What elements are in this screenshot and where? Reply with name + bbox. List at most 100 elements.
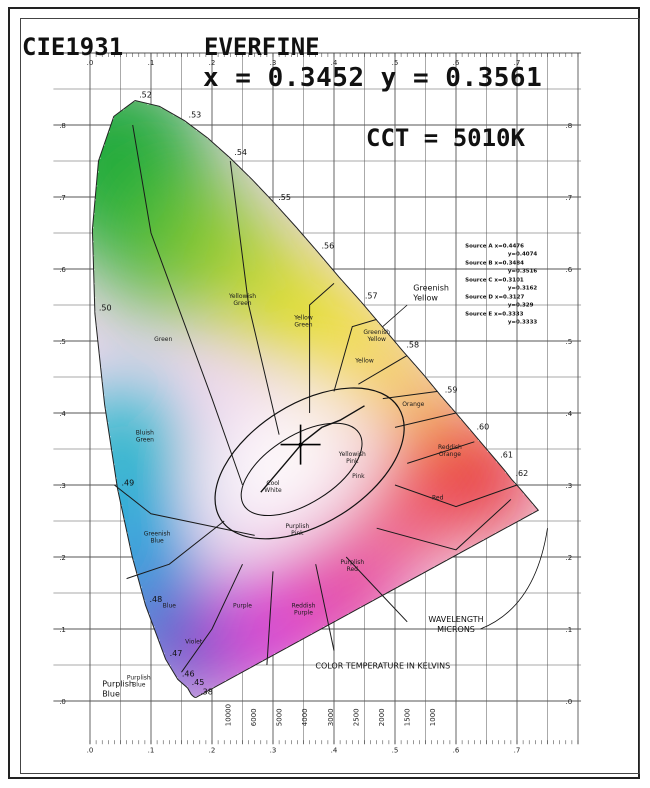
region-label: Orange	[402, 401, 424, 408]
x-tick-label: .6	[453, 747, 460, 755]
source-entry: y=0.3162	[508, 285, 538, 291]
region-boundary	[126, 520, 225, 580]
measured-point-dot	[298, 442, 303, 447]
chart-inner-border	[20, 18, 640, 774]
measured-point	[280, 424, 321, 465]
region-label: Yellow Green	[293, 314, 313, 328]
cct-readout: CCT = 5010K	[366, 124, 525, 152]
wavelength-label: .53	[189, 111, 202, 120]
locus-outline	[91, 99, 540, 698]
wavelength-labels: .52 .53 .54 .55 .56 .57 .58 .59 .60 .61.62 .50 .49.…	[99, 91, 528, 697]
white-region-outer	[214, 387, 405, 540]
annotation-wavelength: WAVELENGTH MICRONS	[428, 615, 483, 634]
region-label: Yellowish Green	[228, 293, 256, 307]
source-entry: Source E x=0.3333	[465, 311, 523, 317]
x-tick-label-top: .0	[87, 59, 94, 67]
wavelength-label: .55	[278, 193, 291, 202]
region-boundary	[407, 441, 475, 464]
source-entry: y=0.3333	[508, 319, 538, 325]
x-tick-label-top: .7	[514, 59, 521, 67]
wavelength-label: .56	[322, 242, 335, 251]
region-boundary	[394, 412, 457, 428]
region-label: Pink	[352, 473, 365, 480]
x-tick-label: .2	[209, 747, 216, 755]
cct-scale-label: 1000	[429, 708, 437, 726]
wavelength-label: .59	[445, 386, 458, 395]
x-tick-label-top: .5	[392, 59, 399, 67]
y-tick-label-right: .7	[566, 194, 573, 202]
x-tick-label: .3	[270, 747, 277, 755]
y-tick-label: .0	[59, 698, 66, 706]
y-tick-label: .6	[59, 266, 66, 274]
region-boundary	[394, 484, 518, 508]
wavelength-label: .47	[170, 649, 183, 658]
xy-readout: x = 0.3452 y = 0.3561	[203, 63, 543, 93]
planckian-locus	[260, 405, 365, 493]
region-boundary	[382, 390, 438, 400]
region-label: Greenish Yellow	[363, 329, 390, 343]
region-label: Cool White	[264, 480, 282, 494]
region-boundary	[315, 564, 335, 651]
wavelength-label: .49	[121, 479, 134, 488]
brand-label: EVERFINE	[204, 33, 320, 61]
region-label: Bluish Green	[136, 430, 154, 444]
annotation-greenish-yellow: Greenish Yellow	[412, 284, 449, 303]
region-boundary	[181, 563, 243, 673]
wavelength-label: .62	[516, 469, 529, 478]
annotation-arrow	[382, 304, 408, 327]
y-tick-label-right: .2	[566, 554, 573, 562]
x-tick-label-top: .1	[148, 59, 155, 67]
wavelength-label: .46	[182, 669, 195, 678]
y-tick-label: .3	[59, 482, 66, 490]
region-label: Blue	[163, 602, 177, 609]
source-entry: Source C x=0.3101	[465, 277, 524, 283]
region-label: Purplish Pink	[285, 523, 309, 537]
annotation-arrow	[480, 528, 548, 630]
wavelength-label: .58	[406, 340, 419, 349]
cct-scale-label: 2500	[352, 708, 360, 726]
y-tick-label: .4	[59, 410, 66, 418]
region-boundary	[376, 499, 512, 551]
fill-blob	[360, 349, 430, 420]
y-tick-label-right: .5	[566, 338, 573, 346]
annotations: Greenish Yellow Purplish Blue WAVELENGTH MICR…	[102, 243, 548, 726]
region-boundary	[333, 318, 377, 392]
source-entry: Source A x=0.4476	[465, 243, 524, 249]
x-tick-label: .0	[87, 747, 94, 755]
y-tick-label: .1	[59, 626, 66, 634]
cct-scale-label: 1500	[404, 708, 412, 726]
x-tick-label: .1	[148, 747, 155, 755]
y-tick-label-right: .0	[566, 698, 573, 706]
chart-title: CIE1931	[22, 33, 124, 61]
region-label: Red	[432, 494, 444, 501]
source-entry: Source D x=0.3127	[465, 294, 524, 300]
region-label: Reddish Orange	[438, 444, 462, 458]
source-entry: y=0.3516	[508, 268, 538, 274]
cct-scale-label: 2000	[378, 708, 386, 726]
region-boundary	[266, 571, 274, 666]
region-label: Purplish Blue	[127, 674, 151, 688]
cct-scale-label: 5000	[276, 708, 284, 726]
source-entry: y=0.329	[508, 302, 534, 308]
y-tick-label: .7	[59, 194, 66, 202]
region-label: Reddish Purple	[292, 602, 316, 616]
fill-blob	[362, 468, 453, 559]
wavelength-label: .60	[476, 422, 489, 431]
region-label: Violet	[185, 638, 203, 645]
wavelength-label: .61	[500, 451, 513, 460]
wavelength-label: .57	[365, 291, 378, 300]
region-boundary	[114, 484, 255, 536]
region-labels: Green Yellowish Green Yellow Green Greenish Ye…	[127, 293, 462, 689]
y-tick-label-right: .8	[566, 122, 573, 130]
region-boundary	[229, 160, 280, 435]
region-label: Yellow	[354, 358, 374, 365]
region-boundary	[358, 354, 408, 385]
wavelength-label: .54	[234, 148, 247, 157]
source-entry: y=0.4074	[508, 251, 538, 257]
y-tick-label-right: .1	[566, 626, 573, 634]
x-tick-label-top: .6	[453, 59, 460, 67]
source-entry: Source B x=0.3484	[465, 260, 524, 266]
x-tick-label: .5	[392, 747, 399, 755]
x-tick-label: .4	[331, 747, 338, 755]
